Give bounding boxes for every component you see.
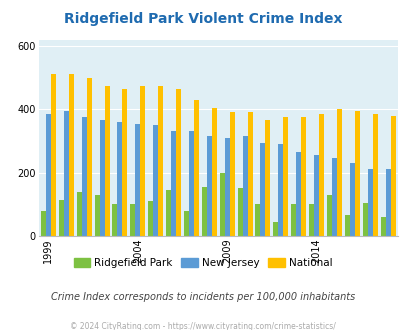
Text: Ridgefield Park Violent Crime Index: Ridgefield Park Violent Crime Index bbox=[64, 12, 341, 25]
Bar bbox=[295, 152, 301, 236]
Bar bbox=[301, 117, 305, 236]
Bar bbox=[130, 204, 135, 236]
Bar bbox=[135, 123, 140, 236]
Bar bbox=[183, 211, 188, 236]
Bar bbox=[326, 195, 331, 236]
Bar bbox=[112, 204, 117, 236]
Bar bbox=[194, 100, 198, 236]
Bar bbox=[176, 89, 181, 236]
Bar bbox=[385, 169, 390, 236]
Bar bbox=[153, 125, 158, 236]
Bar bbox=[277, 144, 283, 236]
Bar bbox=[64, 111, 68, 236]
Bar bbox=[81, 117, 86, 236]
Bar bbox=[51, 75, 56, 236]
Bar bbox=[104, 85, 109, 236]
Bar bbox=[94, 195, 99, 236]
Bar bbox=[229, 113, 234, 236]
Bar bbox=[344, 215, 349, 236]
Bar bbox=[68, 75, 74, 236]
Bar bbox=[77, 192, 81, 236]
Bar bbox=[171, 131, 176, 236]
Bar bbox=[336, 109, 341, 236]
Bar bbox=[362, 203, 367, 236]
Text: © 2024 CityRating.com - https://www.cityrating.com/crime-statistics/: © 2024 CityRating.com - https://www.city… bbox=[70, 322, 335, 330]
Bar bbox=[41, 211, 46, 236]
Bar bbox=[247, 113, 252, 236]
Bar bbox=[367, 169, 372, 236]
Bar bbox=[255, 204, 260, 236]
Bar bbox=[265, 120, 270, 236]
Bar bbox=[59, 200, 64, 236]
Bar bbox=[99, 120, 104, 236]
Bar bbox=[206, 136, 211, 236]
Bar bbox=[318, 114, 323, 236]
Bar bbox=[390, 115, 394, 236]
Bar bbox=[349, 163, 354, 236]
Bar bbox=[273, 222, 277, 236]
Bar bbox=[148, 201, 153, 236]
Bar bbox=[117, 122, 122, 236]
Bar bbox=[46, 114, 51, 236]
Bar bbox=[290, 204, 295, 236]
Bar bbox=[331, 158, 336, 236]
Bar bbox=[201, 187, 206, 236]
Bar bbox=[237, 188, 242, 236]
Bar bbox=[354, 111, 359, 236]
Bar bbox=[219, 173, 224, 236]
Bar bbox=[211, 108, 216, 236]
Bar bbox=[122, 89, 127, 236]
Bar bbox=[158, 85, 163, 236]
Legend: Ridgefield Park, New Jersey, National: Ridgefield Park, New Jersey, National bbox=[69, 254, 336, 272]
Bar bbox=[313, 155, 318, 236]
Bar bbox=[86, 78, 92, 236]
Bar bbox=[372, 114, 377, 236]
Bar bbox=[188, 131, 194, 236]
Bar bbox=[224, 138, 229, 236]
Text: Crime Index corresponds to incidents per 100,000 inhabitants: Crime Index corresponds to incidents per… bbox=[51, 292, 354, 302]
Bar bbox=[140, 85, 145, 236]
Bar bbox=[379, 217, 385, 236]
Bar bbox=[308, 204, 313, 236]
Bar bbox=[283, 117, 288, 236]
Bar bbox=[260, 143, 265, 236]
Bar bbox=[242, 136, 247, 236]
Bar bbox=[166, 190, 171, 236]
